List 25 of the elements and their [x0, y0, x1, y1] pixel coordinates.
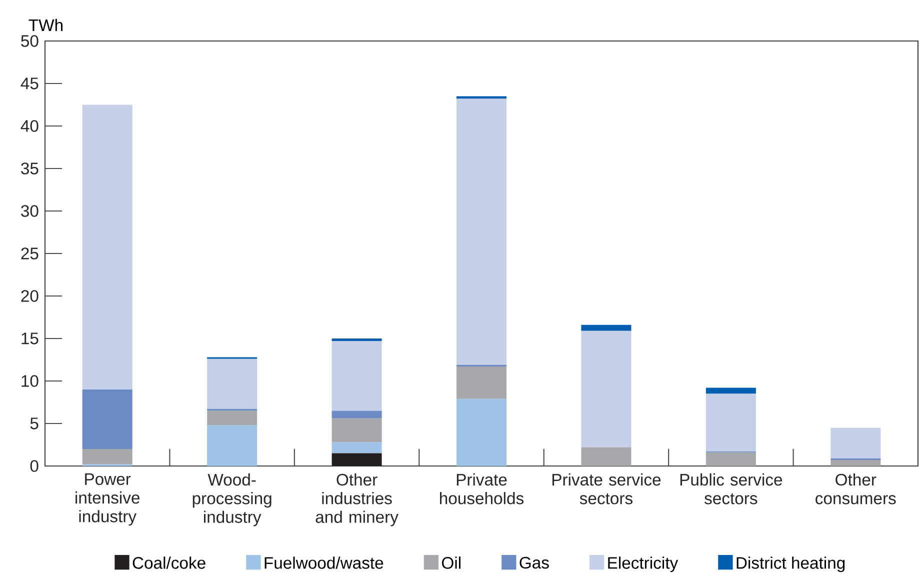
y-axis-title: TWh [28, 18, 62, 31]
y-tick-label: 20 [21, 290, 38, 302]
y-tick-label: 40 [20, 120, 38, 132]
y-tick-label: 25 [21, 248, 38, 260]
legend-label: Fuelwood/waste [264, 556, 384, 569]
y-tick-label: 15 [22, 332, 38, 344]
x-tick-label: Other consumers [816, 473, 896, 504]
y-tick-label: 0 [30, 460, 38, 472]
y-tick-label: 10 [22, 375, 38, 387]
y-tick-label: 45 [20, 78, 38, 90]
legend-label: Oil [442, 556, 460, 569]
y-tick-label: 50 [21, 35, 38, 47]
x-tick-label: Private households [440, 473, 524, 504]
x-tick-label: Power intensive industry [76, 473, 140, 526]
x-tick-label: Public service sectors [680, 473, 782, 504]
legend-label: Gas [520, 556, 549, 569]
y-tick-label: 35 [21, 162, 38, 174]
y-tick-label: 5 [30, 418, 38, 430]
legend-label: Coal/coke [132, 556, 206, 569]
x-tick-label: Wood-processing industry [192, 473, 272, 526]
legend-label: Electricity [608, 556, 678, 572]
legend-label: District heating [736, 556, 845, 572]
x-tick-label: Private service sectors [552, 473, 661, 504]
x-tick-label: Other industries and minery [316, 473, 398, 526]
y-tick-label: 30 [21, 205, 38, 217]
